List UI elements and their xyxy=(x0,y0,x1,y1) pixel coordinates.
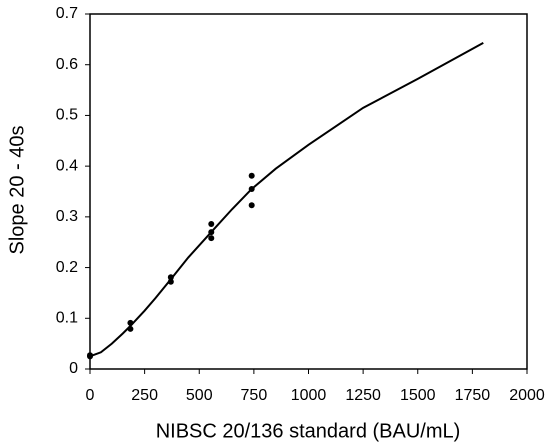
y-axis-label: Slope 20 - 40s xyxy=(6,126,28,255)
x-tick-label: 1500 xyxy=(400,387,436,404)
plot-frame xyxy=(89,13,528,370)
y-tick-label: 0.6 xyxy=(56,56,78,73)
y-tick-label: 0.4 xyxy=(56,157,78,174)
x-tick-label: 250 xyxy=(131,387,158,404)
data-point xyxy=(248,202,255,209)
data-point xyxy=(248,172,255,179)
y-tick-label: 0.3 xyxy=(56,208,78,225)
y-tick-label: 0.1 xyxy=(56,310,78,327)
y-tick-label: 0.2 xyxy=(56,259,78,276)
x-tick-label: 1250 xyxy=(345,387,381,404)
y-tick-label: 0.7 xyxy=(56,5,78,22)
x-tick-label: 750 xyxy=(241,387,268,404)
x-tick-label: 0 xyxy=(86,387,95,404)
x-tick-label: 1750 xyxy=(455,387,491,404)
x-tick-label: 2000 xyxy=(509,387,545,404)
fit-curve xyxy=(89,42,484,358)
data-point xyxy=(208,235,215,242)
data-point xyxy=(208,220,215,227)
x-tick-label: 500 xyxy=(186,387,213,404)
y-tick-label: 0.5 xyxy=(56,107,78,124)
x-axis-label: NIBSC 20/136 standard (BAU/mL) xyxy=(156,420,461,442)
x-tick-label: 1000 xyxy=(291,387,327,404)
y-tick-label: 0 xyxy=(69,360,78,377)
